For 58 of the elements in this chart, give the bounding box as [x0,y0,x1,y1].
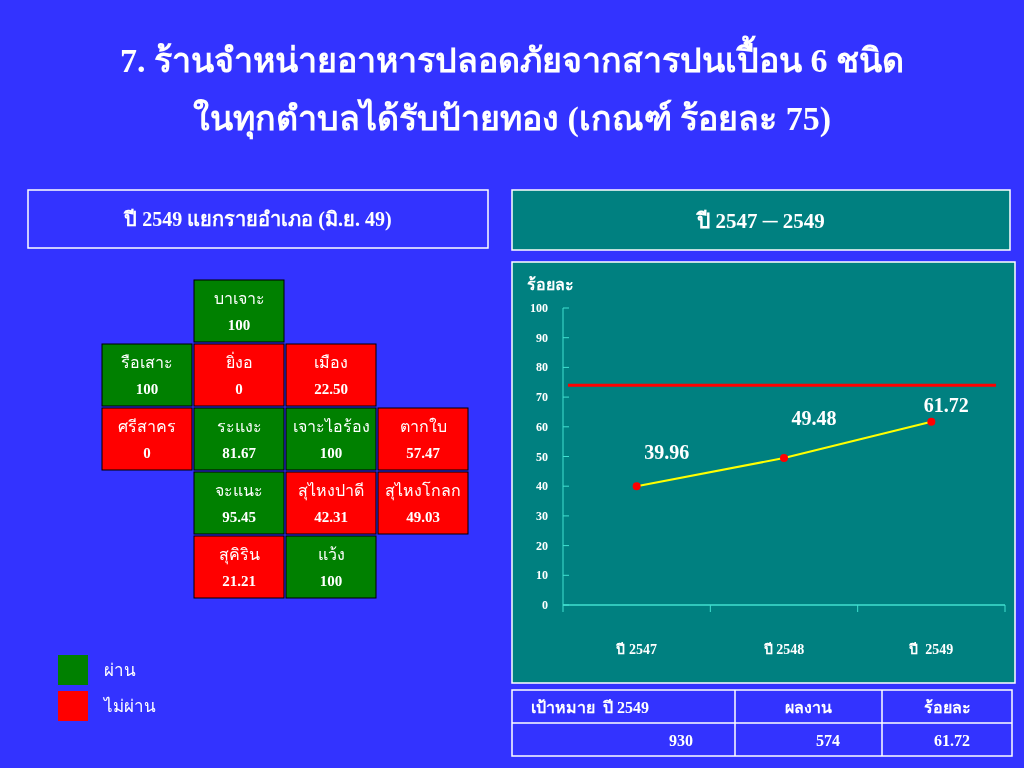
category-label: ศรีสาคร [118,418,176,435]
data-label: 100 [135,381,159,397]
point [632,482,641,491]
category-label: จะแนะ [215,482,263,499]
data-label: 61.72 [923,393,969,416]
x-tick-label: ปี 2548 [762,642,805,657]
legend-label: ไม่ผ่าน [102,696,156,716]
category-label: เมือง [314,354,348,371]
y-tick-label: 0 [542,598,548,612]
text: ปี 2549 แยกรายอำเภอ (มิ.ย. 49) [123,208,392,231]
chart-title: ปี 2547 ─ 2549 [695,209,825,233]
data-label: 81.67 [222,445,257,461]
data-label: 0 [235,381,243,397]
point [780,454,788,463]
category-label: ยิ่งอ [225,351,253,371]
data-label: 61.72 [934,732,970,749]
data-label: 21.21 [222,573,256,589]
data-label: 574 [816,732,840,749]
y-tick-label: 80 [536,360,548,375]
data-label: 39.96 [644,441,690,464]
data-label: 57.47 [406,445,441,461]
x-tick-label: ปี 2549 [908,642,954,657]
category-label: แว้ง [317,546,345,563]
category-label: ร้อยละ [923,699,971,716]
legend-label: ผ่าน [104,661,136,680]
data-label: 42.31 [314,509,348,525]
y-tick-label: 20 [536,538,548,553]
category-label: บาเจาะ [213,290,265,307]
y-tick-label: 50 [536,449,548,464]
y-tick-label: 10 [536,568,548,583]
point [927,417,936,426]
y-tick-label: 70 [536,390,548,405]
data-label: 930 [669,732,693,749]
text: 7. ร้านจำหน่ายอาหารปลอดภัยจากสารปนเปื้อน 6 ชนิด ในทุกตำบลได้รับป้ายทอง (เกณฑ์ ร้อยละ 75) [120,35,904,140]
category-label: รือเสาะ [121,354,173,371]
data-label: 100 [319,445,343,461]
data-label: 49.48 [791,407,837,430]
data-label: 22.50 [314,381,348,397]
category-label: เป้าหมาย ปี 2549 [531,698,649,716]
data-label: 95.45 [222,509,256,525]
y-tick-label: 100 [530,301,548,315]
data-label: 100 [227,317,251,333]
data-label: 100 [319,573,343,589]
data-label: 0 [143,445,151,461]
data-label: 49.03 [406,509,440,525]
x-tick-label: ปี 2547 [615,642,657,657]
y-tick-label: 60 [536,419,548,434]
y-tick-label: 40 [536,479,548,494]
category-label: สุไหงปาดี [298,481,364,501]
category-label: ตากใบ [399,417,447,435]
y-tick-label: 90 [536,330,548,345]
category-label: สุไหงโกลก [385,481,461,501]
y-axis-title: ร้อยละ [527,276,574,293]
category-label: เจาะไอร้อง [292,417,370,435]
category-label: ระแงะ [216,418,262,435]
y-tick-label: 30 [536,508,548,523]
category-label: สุคิริน [218,546,260,565]
category-label: ผลงาน [785,699,832,716]
